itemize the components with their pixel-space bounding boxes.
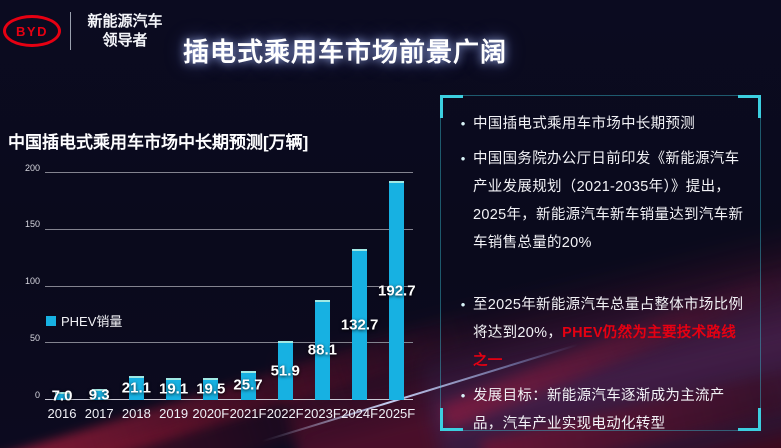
x-axis-tick-label: 2024F <box>341 406 379 421</box>
bar-2016 <box>54 392 70 400</box>
x-axis-tick-label: 2017 <box>84 406 114 421</box>
bar-2017 <box>91 389 107 400</box>
x-axis-tick-label: 2016 <box>47 406 77 421</box>
bullet-text: 中国国务院办公厅日前印发《新能源汽车产业发展规划（2021-2035年）》提出，… <box>473 151 744 251</box>
bullet-text: 发展目标：新能源汽车逐渐成为主流产品，汽车产业实现电动化转型 <box>473 388 725 432</box>
bar-2024F <box>352 249 368 400</box>
bullet-text: 至2025年新能源汽车总量占整体市场比例将达到20%，PHEV仍然为主要技术路线… <box>473 297 744 369</box>
gridline-50 <box>45 342 413 344</box>
x-axis-tick-label: 2019 <box>159 406 189 421</box>
legend-label: PHEV销量 <box>61 314 123 329</box>
bullet-dot-icon: • <box>460 151 466 166</box>
brand-slogan-line1: 新能源汽车 <box>87 13 163 30</box>
bar-value-label: 88.1 <box>307 341 337 359</box>
bar-2023F <box>314 300 330 400</box>
y-axis-tick-label: 200 <box>24 162 40 173</box>
y-axis-tick-label: 100 <box>24 276 40 286</box>
bar-value-label: 192.7 <box>378 282 416 300</box>
y-axis-tick-label: 150 <box>24 219 40 230</box>
x-axis-tick-label: 2020F <box>192 406 230 421</box>
x-axis-tick-label: 2023F <box>303 406 341 421</box>
bar-2022F <box>277 341 293 400</box>
bullet-dot-icon: • <box>460 297 466 312</box>
brand-slogan-line2: 领导者 <box>102 32 148 49</box>
bullet-dot-icon: • <box>460 388 466 403</box>
x-axis-tick-label: 2025F <box>378 406 416 421</box>
bar-2018 <box>128 376 144 400</box>
gridline-150 <box>45 228 413 230</box>
bar-2021F <box>240 370 256 400</box>
page-title: 插电式乘用车市场前景广阔 <box>183 37 508 67</box>
bar-value-label: 51.9 <box>270 362 300 380</box>
info-panel: • 中国插电式乘用车市场中长期预测 • 中国国务院办公厅日前印发《新能源汽车产业发展规… <box>440 95 761 432</box>
gridline-100 <box>45 285 413 287</box>
bar-value-label: 9.3 <box>88 386 110 404</box>
y-axis-tick-label: 0 <box>34 389 40 400</box>
brand-slogan: 新能源汽车 领导者 <box>80 12 170 50</box>
bar-value-label: 132.7 <box>340 316 379 334</box>
chart-legend: PHEV销量 <box>46 311 122 330</box>
bar-2025F <box>389 181 405 400</box>
bar-value-label: 7.0 <box>51 387 73 405</box>
x-axis-tick-label: 2022F <box>266 406 304 421</box>
header-divider <box>70 12 71 50</box>
bullet-item: • 中国国务院办公厅日前印发《新能源汽车产业发展规划（2021-2035年）》提出… <box>453 145 745 257</box>
bar-value-label: 25.7 <box>233 376 263 394</box>
bar-value-label: 19.1 <box>158 380 189 398</box>
gridline-200 <box>45 172 413 173</box>
chart-title: 中国插电式乘用车市场中长期预测[万辆] <box>8 133 309 152</box>
bullet-text: 中国插电式乘用车市场中长期预测 <box>473 116 695 132</box>
x-axis-tick-label: 2021F <box>229 406 267 421</box>
gridline-0 <box>45 399 413 400</box>
legend-swatch <box>46 315 56 326</box>
bullet-dot-icon: • <box>460 116 466 131</box>
bullet-item: • 至2025年新能源汽车总量占整体市场比例将达到20%，PHEV仍然为主要技术路… <box>453 291 745 375</box>
panel-bullet-list: • 中国插电式乘用车市场中长期预测 • 中国国务院办公厅日前印发《新能源汽车产业发展规… <box>453 110 745 445</box>
bullet-item: • 发展目标：新能源汽车逐渐成为主流产品，汽车产业实现电动化转型 <box>453 382 745 438</box>
bar-2019 <box>166 378 182 400</box>
plot-area: 0 50 100 150 200 7.0 2016 9.3 2017 21.1 2018 19.1 20… <box>25 163 416 422</box>
bar-2020F <box>203 377 219 400</box>
bullet-highlight-text: PHEV仍然为主要技术路线之一 <box>473 325 737 369</box>
byd-logo-text: BYD <box>16 23 48 39</box>
bar-value-label: 21.1 <box>121 379 151 397</box>
x-axis-tick-label: 2018 <box>121 406 151 421</box>
bar-value-label: 19.5 <box>196 380 226 398</box>
y-axis-tick-label: 50 <box>29 332 40 343</box>
bullet-item: • 中国插电式乘用车市场中长期预测 <box>453 110 745 138</box>
byd-logo: BYD <box>3 15 61 47</box>
